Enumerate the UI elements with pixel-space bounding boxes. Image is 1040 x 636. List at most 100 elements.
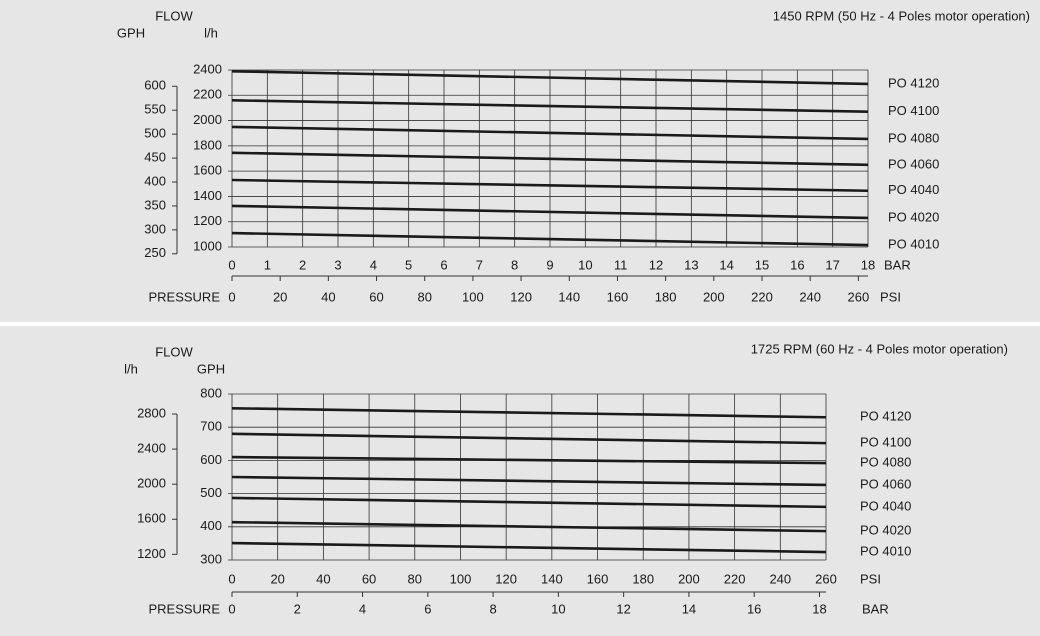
x-tick-label: 11 — [614, 257, 628, 272]
panel-top — [0, 0, 1040, 322]
x-tick-label: 7 — [476, 257, 483, 272]
x2-unit-label: BAR — [862, 601, 889, 616]
x2-tick-label: 8 — [489, 601, 496, 616]
x-tick-label: 16 — [790, 257, 804, 272]
x2-unit-label: PSI — [880, 289, 901, 304]
x2-tick-label: 0 — [228, 601, 235, 616]
y2-tick-label: 600 — [144, 78, 166, 93]
x-tick-label: 140 — [541, 571, 563, 586]
y2-tick-label: 300 — [144, 221, 166, 236]
x2-tick-label: 4 — [359, 601, 366, 616]
y2-tick-label: 2000 — [137, 476, 166, 491]
y-axis-label: FLOW — [155, 8, 193, 23]
legend-label: PO 4060 — [888, 156, 939, 171]
x2-tick-label: 200 — [703, 289, 725, 304]
series-line — [231, 204, 869, 220]
x-tick-label: 60 — [362, 571, 376, 586]
x-tick-label: 260 — [815, 571, 837, 586]
x2-tick-label: 10 — [551, 601, 565, 616]
legend-label: PO 4040 — [888, 182, 939, 197]
legend-label: PO 4120 — [860, 409, 911, 424]
x2-tick-label: 18 — [812, 601, 826, 616]
y-tick-label: 1000 — [193, 238, 222, 253]
x-tick-label: 120 — [495, 571, 517, 586]
y-tick-label: 2400 — [193, 61, 222, 76]
legend-label: PO 4080 — [888, 130, 939, 145]
x-tick-label: 8 — [511, 257, 518, 272]
x2-tick-label: 0 — [228, 289, 235, 304]
y-unit-label: GPH — [197, 361, 225, 376]
y-tick-label: 1800 — [193, 137, 222, 152]
y-tick-label: 500 — [200, 485, 222, 500]
x-tick-label: 20 — [270, 571, 284, 586]
x-axis-label: PRESSURE — [148, 289, 220, 304]
x2-tick-label: 120 — [510, 289, 532, 304]
x-tick-label: 180 — [632, 571, 654, 586]
x-tick-label: 3 — [334, 257, 341, 272]
series-line — [231, 475, 827, 487]
x-tick-label: 2 — [299, 257, 306, 272]
x-tick-label: 17 — [825, 257, 839, 272]
legend-label: PO 4080 — [860, 454, 911, 469]
x2-tick-label: 12 — [616, 601, 630, 616]
x2-tick-label: 220 — [751, 289, 773, 304]
x-axis-label: PRESSURE — [148, 601, 220, 616]
y-tick-label: 1600 — [193, 163, 222, 178]
x-tick-label: 10 — [578, 257, 592, 272]
legend-label: PO 4020 — [888, 209, 939, 224]
y2-tick-label: 2400 — [137, 441, 166, 456]
x2-tick-label: 180 — [655, 289, 677, 304]
x-tick-label: 240 — [769, 571, 791, 586]
series-line — [231, 432, 827, 445]
legend-label: PO 4020 — [860, 523, 911, 538]
x2-tick-label: 20 — [273, 289, 287, 304]
series-line — [231, 520, 827, 533]
y2-tick-label: 500 — [144, 126, 166, 141]
series-line — [231, 178, 869, 193]
x-tick-label: 100 — [450, 571, 472, 586]
y-tick-label: 700 — [200, 419, 222, 434]
x-tick-label: 12 — [649, 257, 663, 272]
x2-tick-label: 16 — [747, 601, 761, 616]
x-tick-label: 5 — [405, 257, 412, 272]
x-tick-label: 220 — [724, 571, 746, 586]
series-line — [231, 151, 869, 167]
legend-label: PO 4060 — [860, 476, 911, 491]
y2-tick-label: 450 — [144, 150, 166, 165]
x-unit-label: PSI — [860, 571, 881, 586]
x2-tick-label: 2 — [294, 601, 301, 616]
x-tick-label: 0 — [228, 571, 235, 586]
y2-tick-label: 250 — [144, 245, 166, 260]
x-tick-label: 40 — [316, 571, 330, 586]
legend-label: PO 4040 — [860, 498, 911, 513]
x2-tick-label: 140 — [558, 289, 580, 304]
y-tick-label: 800 — [200, 385, 222, 400]
y2-tick-label: 1600 — [137, 511, 166, 526]
series-line — [231, 406, 827, 419]
series-line — [231, 455, 827, 465]
y2-unit-label: GPH — [117, 25, 145, 40]
y-tick-label: 1400 — [193, 188, 222, 203]
x-unit-label: BAR — [884, 257, 911, 272]
x-tick-label: 9 — [546, 257, 553, 272]
series-line — [231, 231, 869, 247]
x2-tick-label: 60 — [369, 289, 383, 304]
y2-tick-label: 1200 — [137, 546, 166, 561]
x2-tick-label: 240 — [799, 289, 821, 304]
chart-title: 1725 RPM (60 Hz - 4 Poles motor operatio… — [751, 341, 1008, 356]
x2-tick-label: 260 — [848, 289, 870, 304]
x-tick-label: 80 — [408, 571, 422, 586]
x2-tick-label: 160 — [607, 289, 629, 304]
y-tick-label: 2000 — [193, 112, 222, 127]
series-line — [231, 125, 869, 141]
series-line — [231, 99, 869, 114]
x2-tick-label: 80 — [417, 289, 431, 304]
legend-label: PO 4120 — [888, 75, 939, 90]
y-tick-label: 300 — [200, 551, 222, 566]
series-line — [231, 541, 827, 554]
y2-tick-label: 550 — [144, 102, 166, 117]
x2-tick-label: 14 — [682, 601, 696, 616]
series-line — [231, 69, 869, 86]
